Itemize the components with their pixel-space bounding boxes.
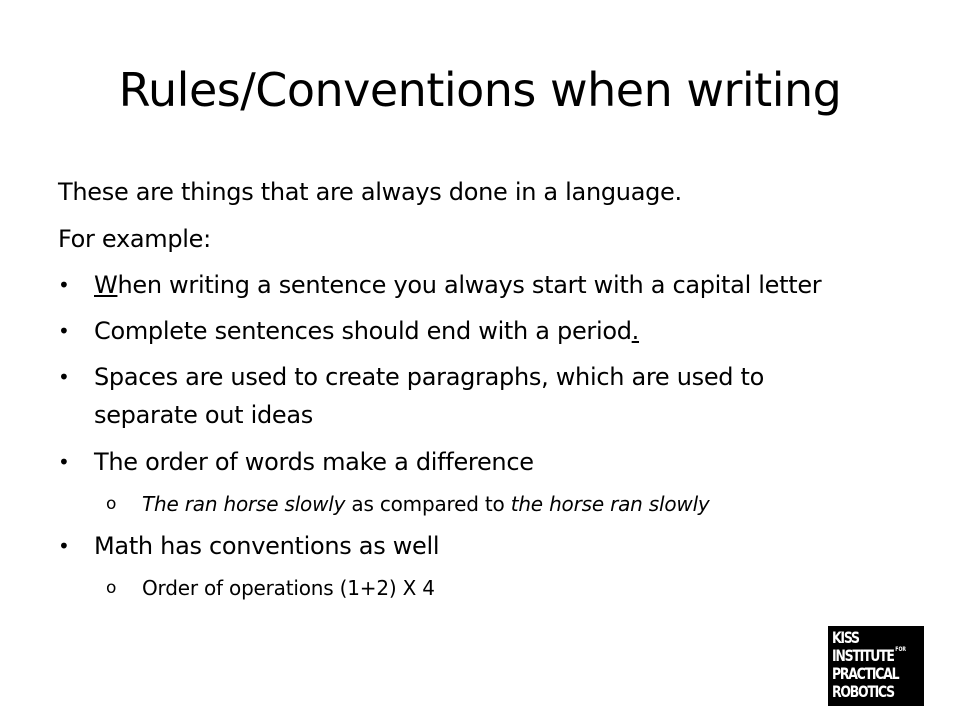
kiss-institute-logo: KISS INSTITUTE FOR PRACTICAL ROBOTICS	[828, 626, 924, 706]
underlined-period: .	[631, 317, 640, 345]
bullet-icon: •	[58, 534, 70, 558]
logo-line-institute: INSTITUTE FOR	[832, 646, 907, 665]
logo-line-robotics: ROBOTICS	[832, 682, 895, 701]
bullet-icon: •	[58, 319, 70, 343]
logo-line-kiss: KISS	[832, 628, 860, 647]
example-label: For example:	[58, 225, 211, 253]
bullet-icon: •	[58, 273, 70, 297]
bullet-text: When writing a sentence you always start…	[94, 266, 894, 304]
bullet-icon: •	[58, 365, 70, 389]
comparison-text: as compared to	[345, 492, 511, 516]
sub-bullet-icon: o	[106, 578, 117, 598]
bullet-text-rest: hen writing a sentence you always start …	[117, 271, 822, 299]
bullet-text-line2: separate out ideas	[94, 401, 314, 429]
logo-superscript: FOR	[895, 646, 907, 653]
bullet-text: Complete sentences should end with a per…	[94, 312, 894, 350]
bullet-text-line1: Spaces are used to create paragraphs, wh…	[94, 363, 765, 391]
bullet-text: Math has conventions as well	[94, 532, 440, 560]
bullet-text: The order of words make a difference	[94, 448, 534, 476]
italic-example-a: The ran horse slowly	[142, 492, 346, 516]
underlined-letter: W	[94, 271, 118, 299]
sub-bullet-icon: o	[106, 494, 117, 514]
sub-bullet-text: The ran horse slowly as compared to the …	[142, 489, 710, 519]
bullet-text-main: Complete sentences should end with a per…	[94, 317, 632, 345]
bullet-icon: •	[58, 450, 70, 474]
italic-example-b: the horse ran slowly	[510, 492, 710, 516]
slide-title: Rules/Conventions when writing	[118, 63, 842, 117]
sub-bullet-text: Order of operations (1+2) X 4	[142, 576, 435, 600]
intro-text: These are things that are always done in…	[58, 178, 682, 206]
logo-line-practical: PRACTICAL	[832, 664, 900, 683]
